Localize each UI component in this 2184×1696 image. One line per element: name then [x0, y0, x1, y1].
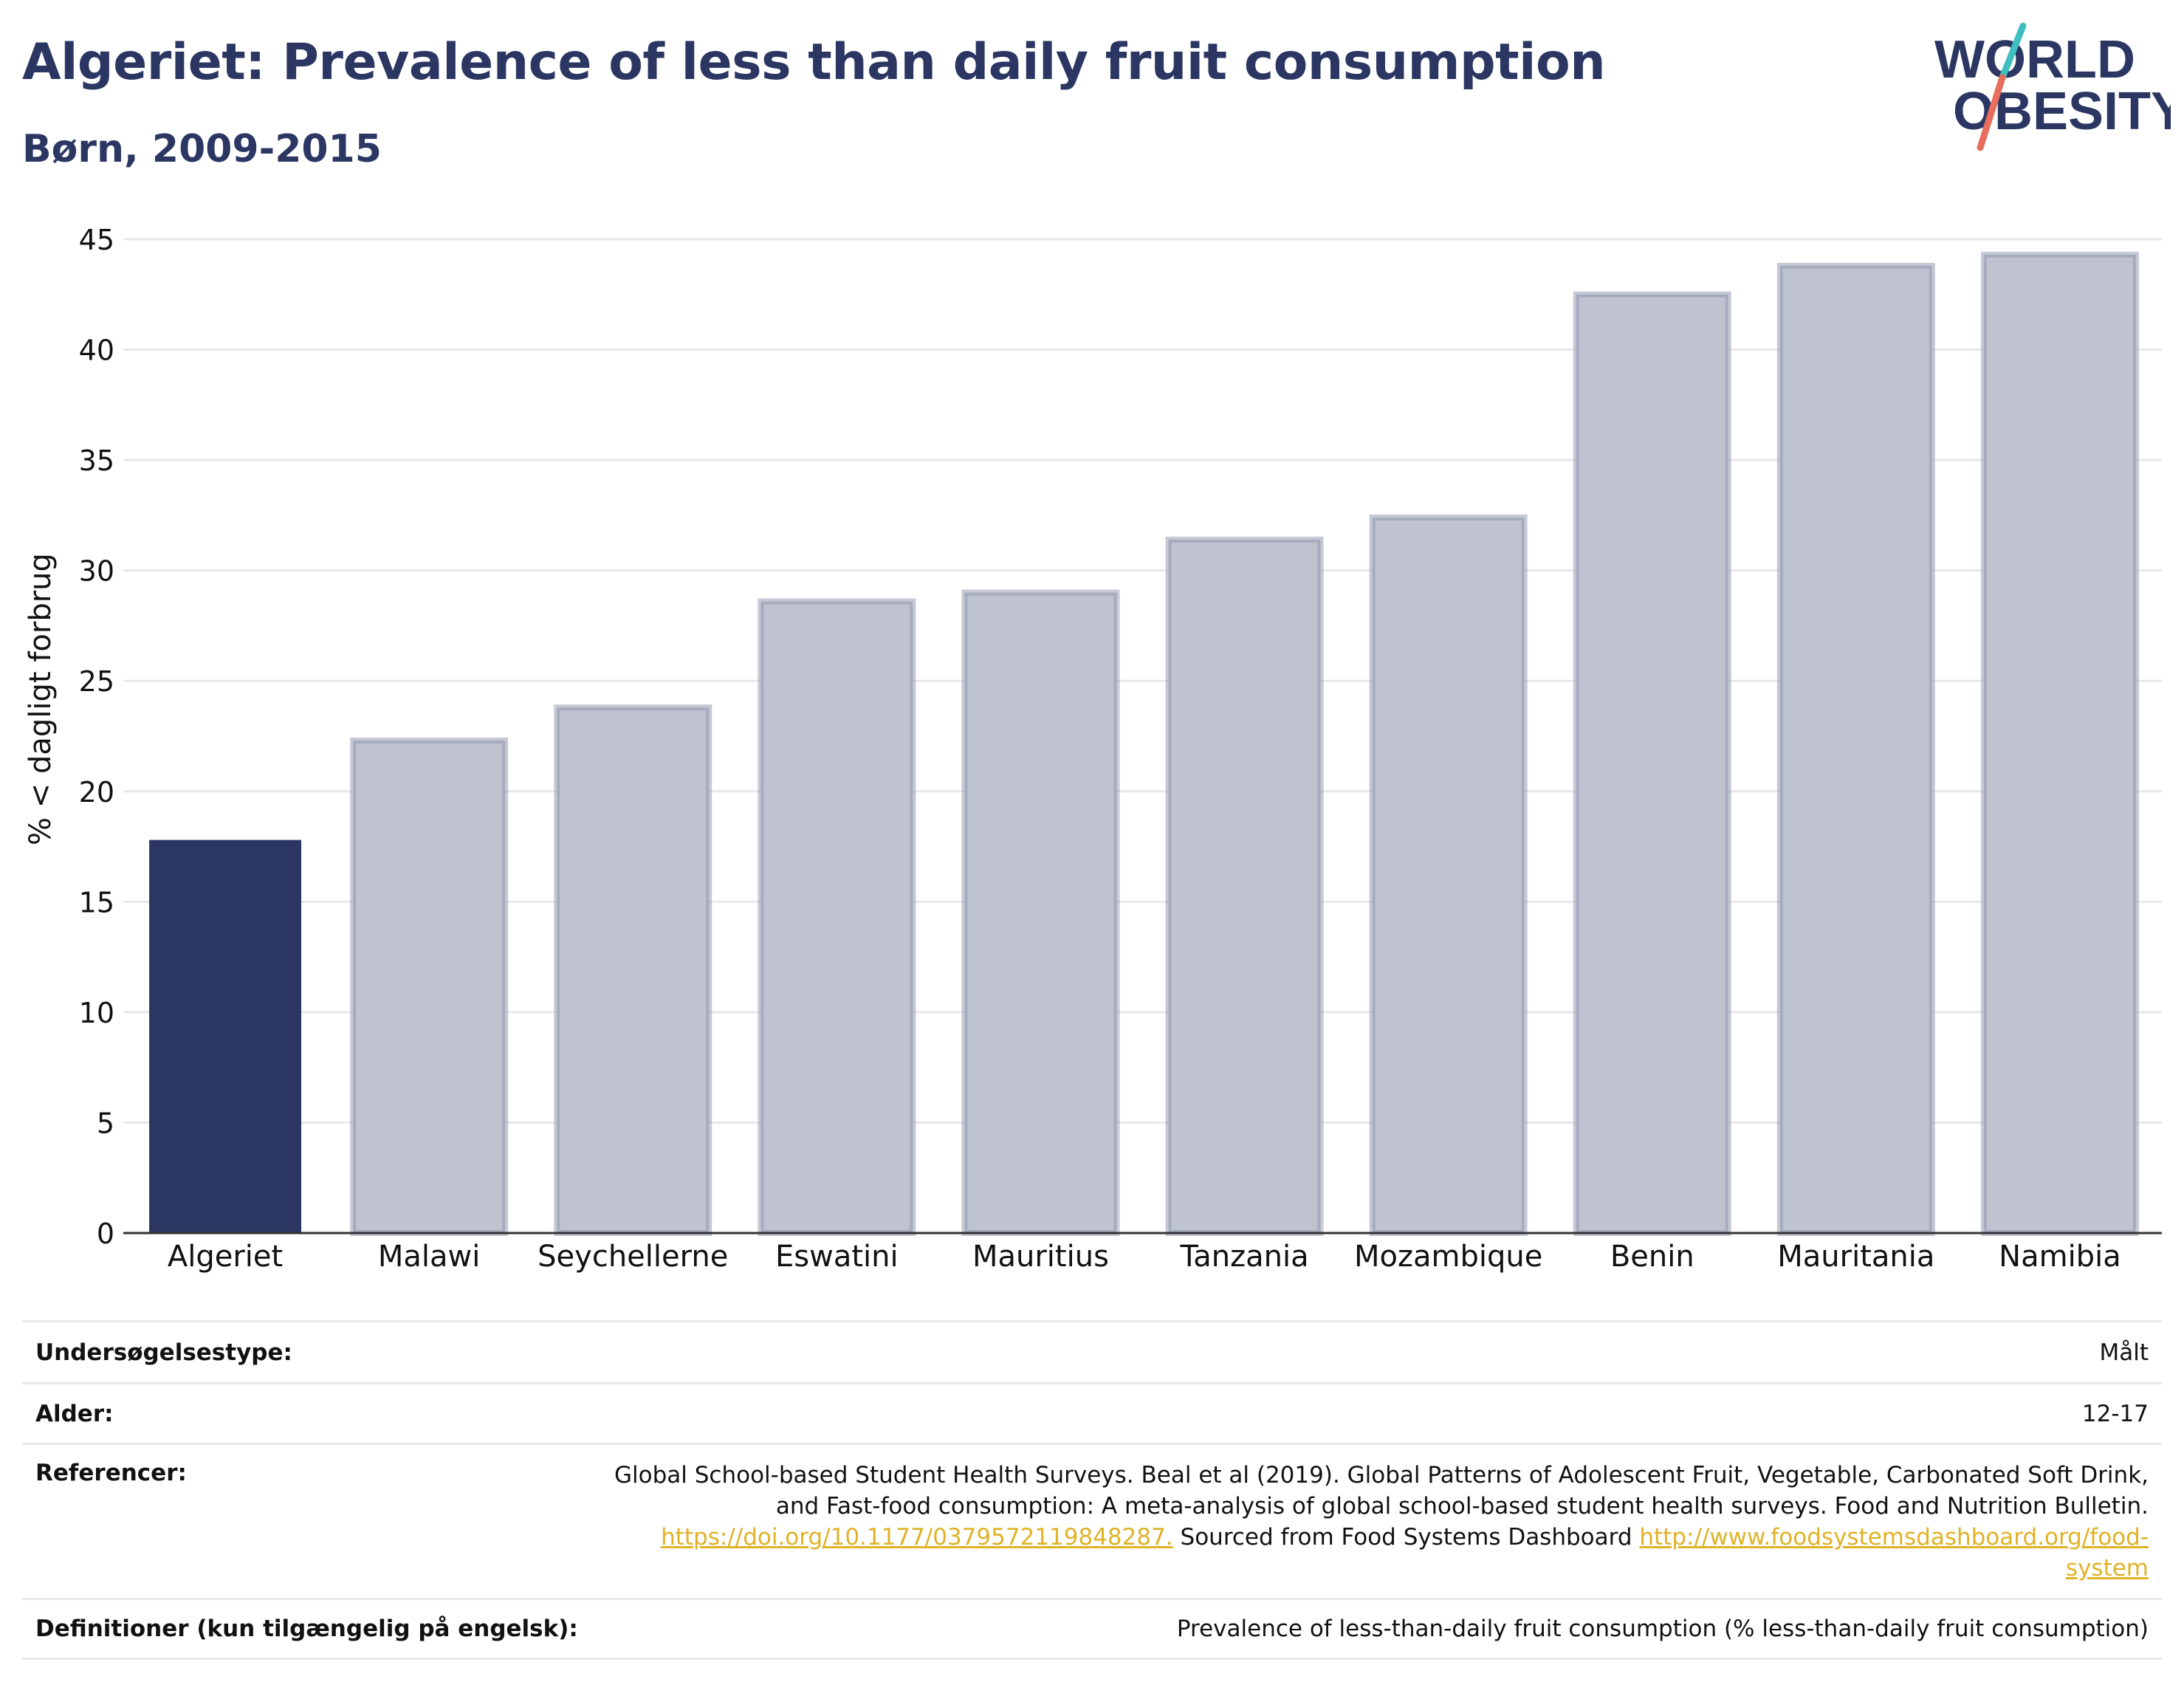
info-row-definitions: Definitioner (kun tilgængelig på engelsk… — [22, 1598, 2162, 1660]
references-label: Referencer: — [35, 1460, 187, 1486]
doi-link[interactable]: https://doi.org/10.1177/0379572119848287… — [661, 1524, 1173, 1551]
x-tick-label: Malawi — [378, 1240, 480, 1274]
sourced-from-text: Sourced from Food Systems Dashboard — [1172, 1524, 1640, 1551]
info-row-age: Alder: 12-17 — [22, 1382, 2162, 1443]
x-tick-label: Algeriet — [168, 1240, 283, 1274]
references-value: Global School-based Student Health Surve… — [614, 1460, 2149, 1584]
bar-namibia — [1980, 251, 2139, 1237]
x-tick-label: Mauritius — [972, 1240, 1109, 1274]
chart-title: Algeriet: Prevalence of less than daily … — [22, 33, 1606, 92]
x-tick-label: Tanzania — [1179, 1240, 1308, 1274]
y-tick-label: 20 — [79, 776, 114, 808]
info-table: Undersøgelsestype: Målt Alder: 12-17 Ref… — [22, 1320, 2162, 1660]
age-label: Alder: — [35, 1400, 114, 1427]
x-tick-label: Namibia — [1999, 1240, 2121, 1274]
bar-mozambique — [1369, 514, 1528, 1236]
bar-eswatini — [758, 598, 916, 1236]
bar-tanzania — [1165, 536, 1324, 1236]
references-line-1: Global School-based Student Health Surve… — [614, 1462, 2149, 1489]
x-tick-label: Mauritania — [1777, 1240, 1934, 1274]
bar-mauritania — [1776, 262, 1935, 1237]
references-line-2: and Fast-food consumption: A meta-analys… — [775, 1493, 2149, 1520]
dashboard-link-continued[interactable]: system — [2065, 1555, 2149, 1582]
age-value: 12-17 — [2081, 1400, 2149, 1427]
bar-algeriet — [149, 840, 302, 1233]
y-tick-label: 35 — [79, 444, 114, 477]
y-tick-label: 0 — [97, 1218, 114, 1250]
logo-slash-teal — [1999, 22, 2027, 81]
y-axis-label: % < dagligt forbrug — [24, 553, 58, 845]
info-row-survey-type: Undersøgelsestype: Målt — [22, 1320, 2162, 1382]
definitions-value: Prevalence of less-than-daily fruit cons… — [1176, 1616, 2149, 1642]
y-tick-label: 25 — [79, 665, 114, 698]
bar-seychellerne — [554, 704, 712, 1236]
world-obesity-logo: WORLD OBESITY — [1934, 22, 2171, 151]
info-row-references: Referencer: Global School-based Student … — [22, 1443, 2162, 1598]
x-tick-label: Mozambique — [1354, 1240, 1542, 1274]
axes: 0 5 10 15 20 25 30 35 40 45 Algeriet Malawi Seychell… — [79, 224, 2162, 1274]
logo-word-world: WORLD — [1934, 30, 2135, 89]
dashboard-link[interactable]: http://www.foodsystemsdashboard.org/food… — [1639, 1524, 2149, 1551]
y-tick-label: 5 — [97, 1107, 114, 1139]
references-line-4: system — [614, 1553, 2149, 1584]
x-tick-label: Benin — [1610, 1240, 1694, 1274]
bar-benin — [1573, 291, 1731, 1236]
x-tick-label: Seychellerne — [538, 1240, 728, 1274]
y-tick-label: 10 — [79, 997, 114, 1029]
bar-mauritius — [961, 589, 1120, 1236]
bars — [149, 251, 2139, 1237]
survey-type-value: Målt — [2099, 1339, 2149, 1366]
bar-chart: 0 5 10 15 20 25 30 35 40 45 Algeriet Malawi Seychell… — [24, 224, 2162, 1274]
chart-subtitle: Børn, 2009-2015 — [22, 127, 382, 171]
y-tick-label: 40 — [79, 334, 114, 367]
y-tick-label: 15 — [79, 886, 114, 919]
x-tick-label: Eswatini — [775, 1240, 899, 1274]
y-tick-label: 45 — [79, 224, 114, 256]
survey-type-label: Undersøgelsestype: — [35, 1339, 292, 1366]
references-line-3: https://doi.org/10.1177/0379572119848287… — [614, 1522, 2149, 1553]
bar-malawi — [350, 737, 509, 1236]
logo-slash-coral — [1977, 74, 2006, 151]
y-tick-label: 30 — [79, 555, 114, 588]
definitions-label: Definitioner (kun tilgængelig på engelsk… — [35, 1616, 578, 1642]
